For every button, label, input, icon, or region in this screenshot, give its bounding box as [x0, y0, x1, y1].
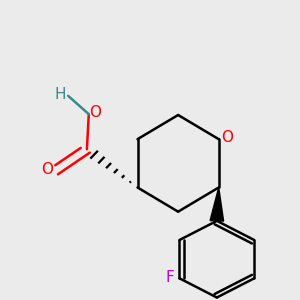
Text: O: O — [89, 105, 101, 120]
Text: H: H — [54, 87, 66, 102]
Text: F: F — [166, 270, 175, 285]
Text: O: O — [41, 162, 53, 177]
Polygon shape — [210, 188, 224, 221]
Text: O: O — [221, 130, 233, 145]
